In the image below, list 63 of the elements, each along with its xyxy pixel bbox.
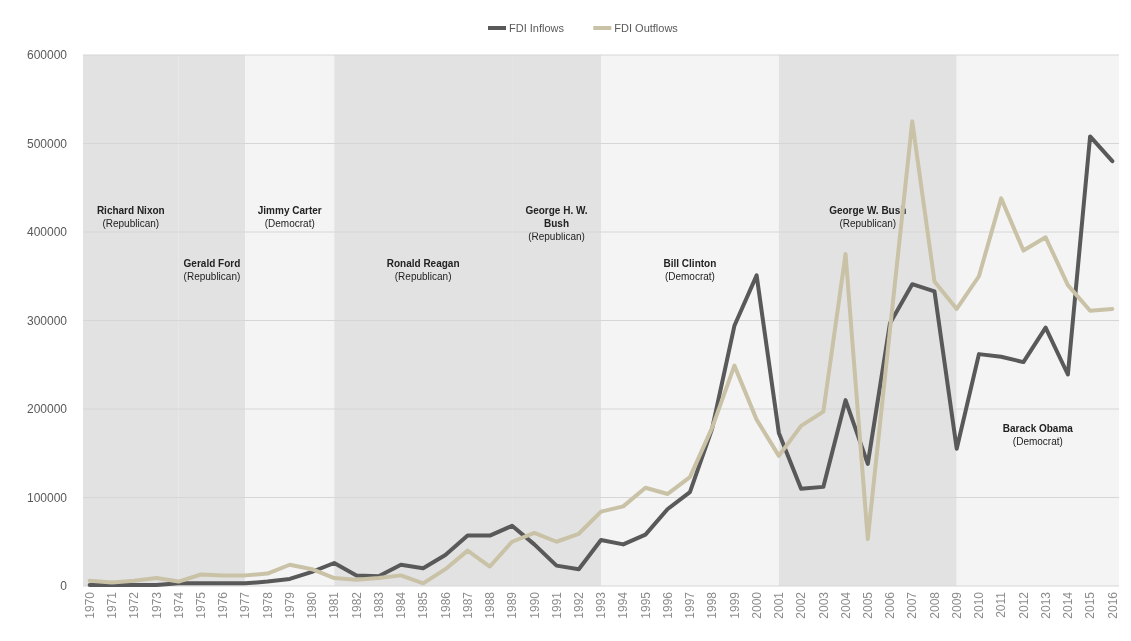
x-tick-label: 1998 — [705, 591, 720, 619]
x-tick-label: 1989 — [505, 591, 520, 619]
x-tick-label: 1973 — [149, 591, 164, 619]
y-tick-label: 300000 — [26, 313, 68, 328]
y-tick-label: 100000 — [26, 490, 68, 505]
x-tick-label: 2000 — [749, 591, 764, 619]
y-tick-label: 500000 — [26, 136, 68, 151]
x-tick-label: 2014 — [1061, 591, 1076, 619]
x-tick-label: 2011 — [994, 591, 1009, 618]
x-tick-label: 2012 — [1016, 591, 1031, 619]
x-tick-label: 1970 — [82, 591, 97, 619]
x-tick-label: 1978 — [260, 591, 275, 619]
band-label: Gerald Ford (Republican) — [183, 258, 241, 283]
band-label: Richard Nixon (Republican) — [96, 205, 165, 230]
x-tick-label: 2003 — [816, 591, 831, 619]
band-label: Barack Obama (Democrat) — [1002, 423, 1074, 448]
x-tick-label: 1990 — [527, 591, 542, 619]
x-tick-label: 2001 — [772, 591, 787, 619]
x-tick-label: 2008 — [927, 591, 942, 619]
x-tick-label: 1988 — [483, 591, 498, 619]
y-tick-label: 600000 — [26, 48, 68, 63]
band-label: George H. W. Bush (Republican) — [525, 205, 588, 243]
x-tick-label: 1992 — [571, 591, 586, 619]
x-tick-label: 1997 — [683, 591, 698, 619]
x-tick-label: 2006 — [883, 591, 898, 619]
x-tick-label: 1987 — [460, 591, 475, 619]
x-tick-label: 1982 — [349, 591, 364, 619]
x-tick-label: 2015 — [1083, 591, 1098, 619]
x-tick-label: 1984 — [394, 591, 409, 619]
x-tick-label: 1981 — [327, 591, 342, 619]
x-tick-label: 1974 — [171, 591, 186, 619]
y-tick-label: 200000 — [26, 402, 68, 417]
x-tick-label: 1980 — [305, 591, 320, 619]
x-tick-label: 1972 — [127, 591, 142, 619]
x-tick-label: 1976 — [216, 591, 231, 619]
x-tick-label: 1993 — [594, 591, 609, 619]
x-tick-label: 2004 — [838, 591, 853, 619]
x-tick-label: 1991 — [549, 591, 564, 619]
x-tick-label: 2009 — [949, 591, 964, 619]
band-label: Ronald Reagan (Republican) — [386, 258, 460, 283]
x-tick-label: 1986 — [438, 591, 453, 619]
x-tick-label: 1977 — [238, 591, 253, 619]
y-tick-label: 400000 — [26, 225, 68, 240]
x-tick-label: 1983 — [371, 591, 386, 619]
x-tick-label: 1995 — [638, 591, 653, 619]
x-tick-label: 1996 — [660, 591, 675, 619]
x-tick-label: 2002 — [794, 591, 809, 619]
x-tick-label: 2013 — [1038, 591, 1053, 619]
x-tick-label: 2007 — [905, 591, 920, 619]
band-label: Jimmy Carter (Democrat) — [257, 205, 322, 230]
y-tick-label: 0 — [60, 579, 68, 594]
x-tick-label: 1994 — [616, 591, 631, 619]
band-label: Bill Clinton (Democrat) — [663, 258, 717, 283]
x-tick-label: 1975 — [194, 591, 209, 619]
x-tick-label: 1979 — [282, 591, 297, 619]
legend-label: FDI Outflows — [614, 21, 679, 34]
legend-label: FDI Inflows — [509, 21, 565, 34]
x-tick-label: 1971 — [105, 591, 120, 619]
x-tick-label: 2010 — [972, 591, 987, 619]
x-tick-label: 1985 — [416, 591, 431, 619]
x-tick-label: 2016 — [1105, 591, 1120, 619]
x-tick-label: 1999 — [727, 591, 742, 619]
x-tick-label: 2005 — [860, 591, 875, 619]
